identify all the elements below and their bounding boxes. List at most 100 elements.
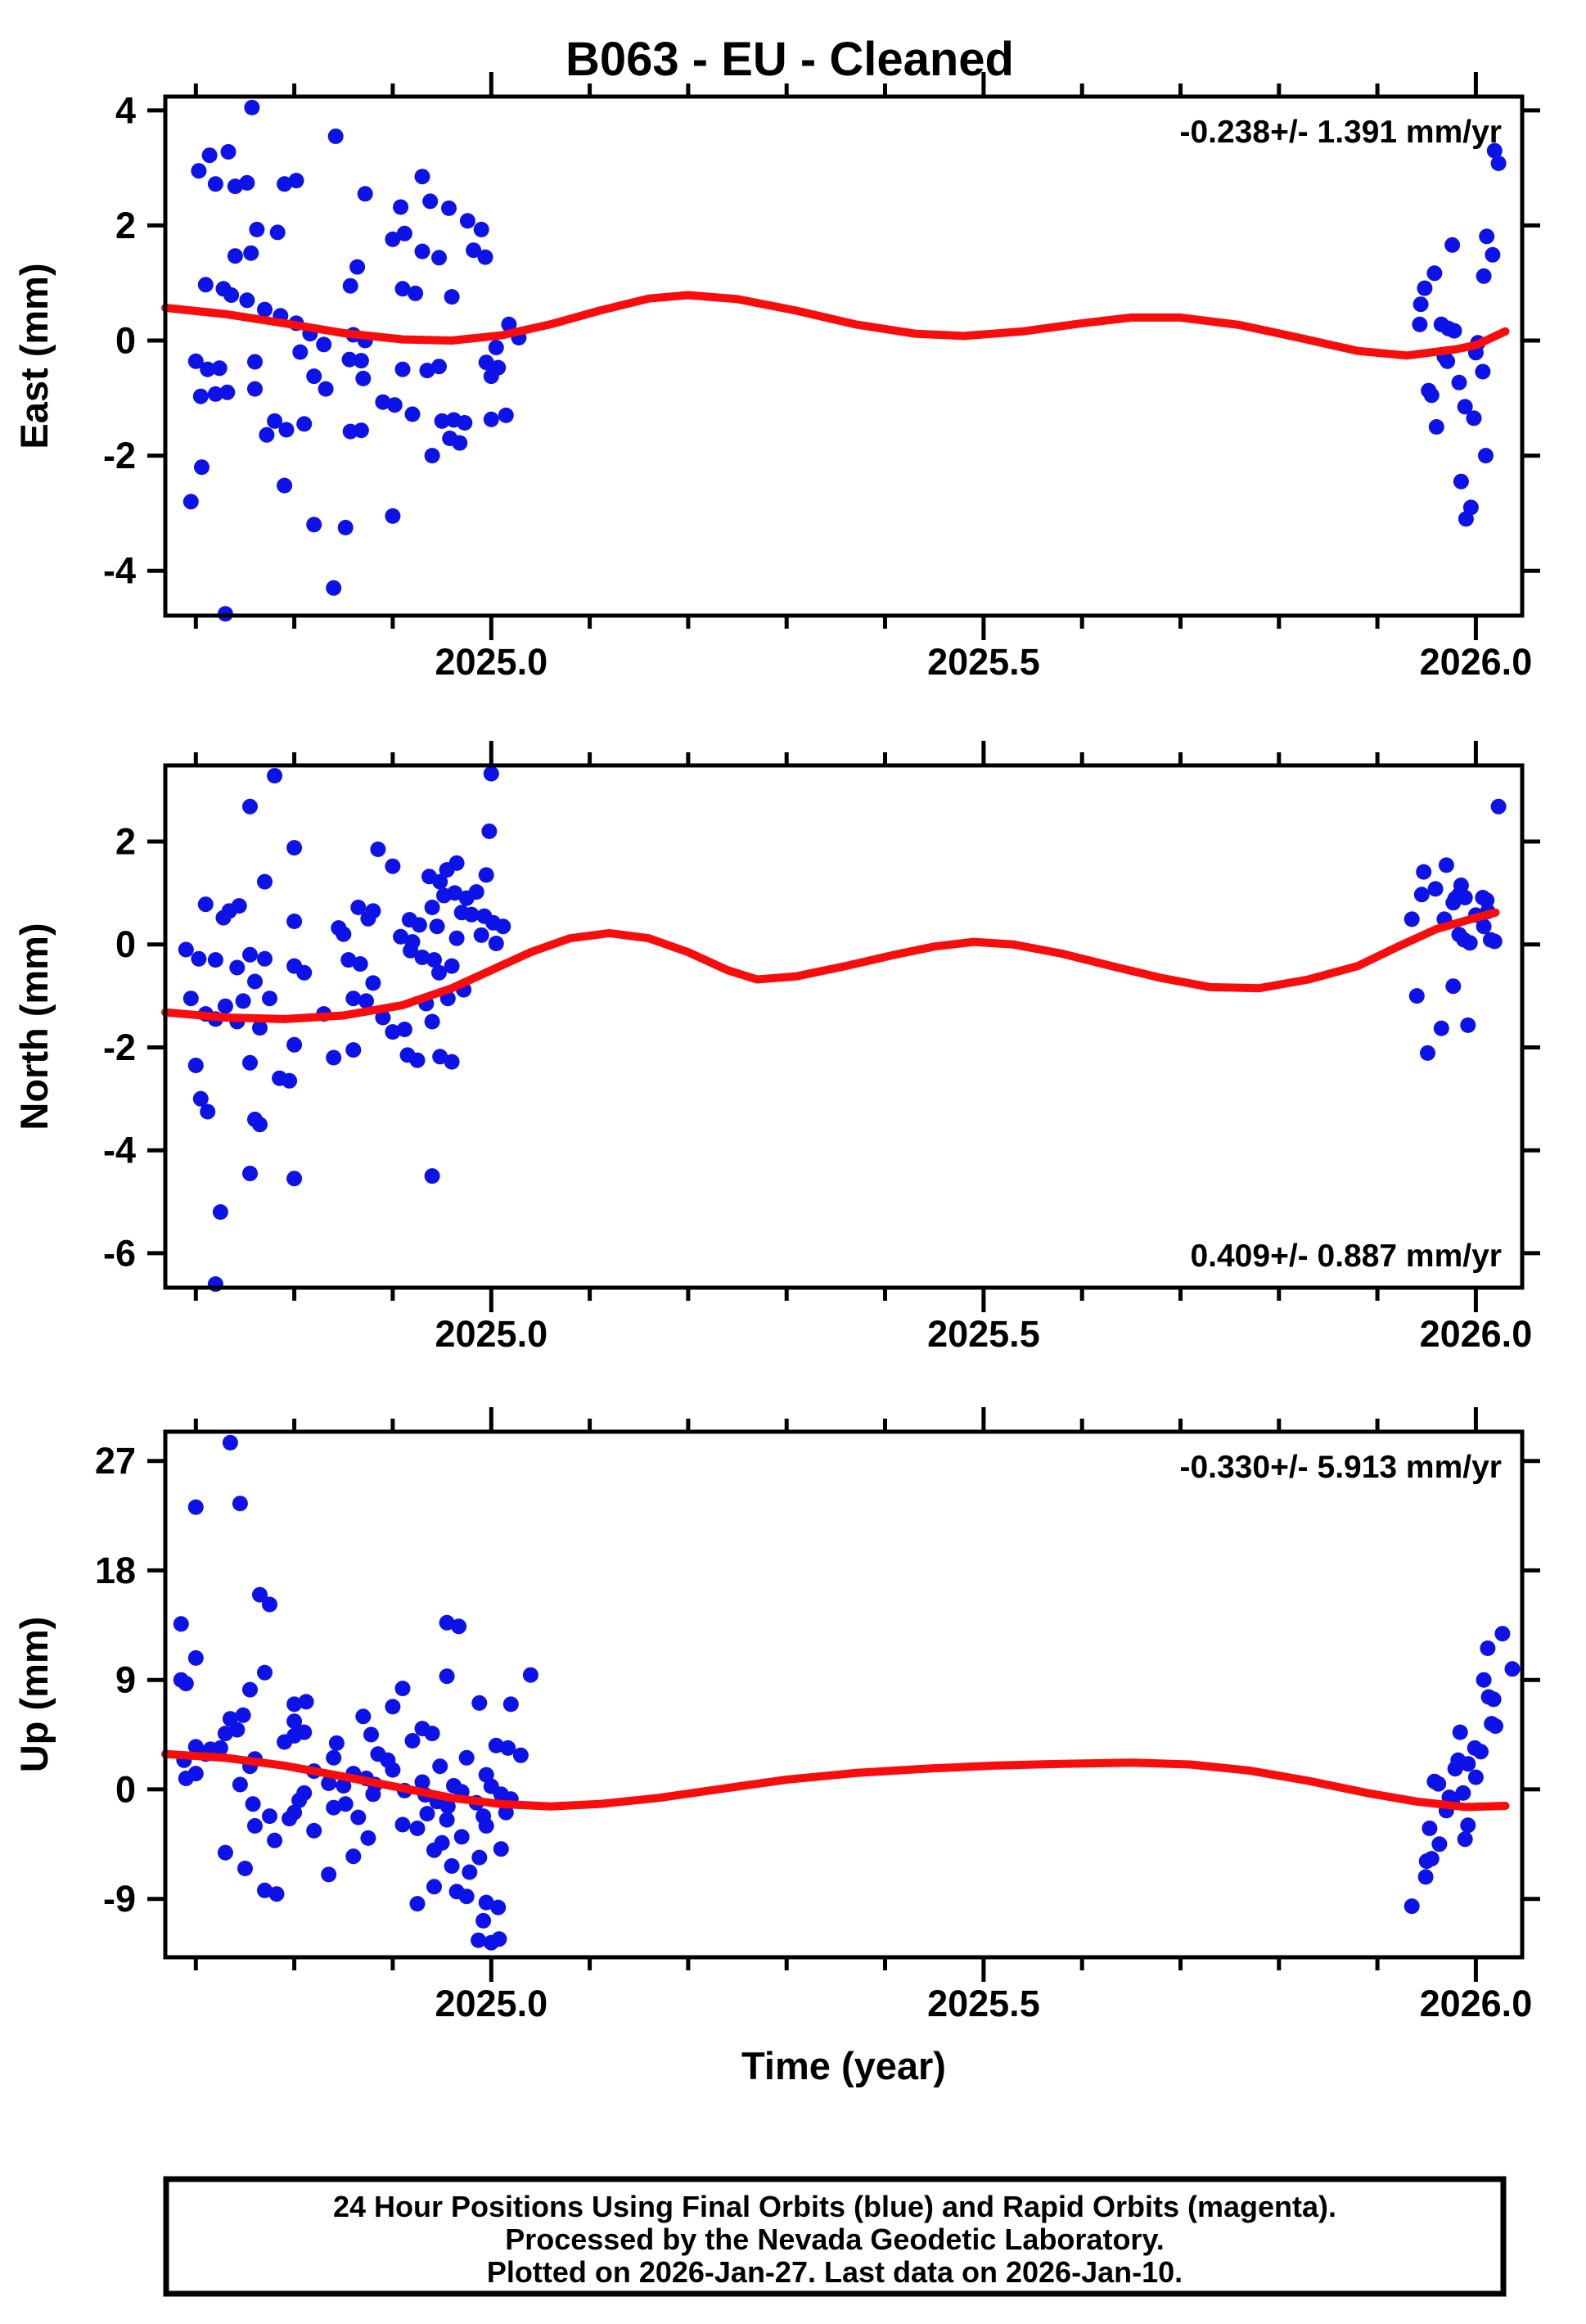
data-point-north [483, 765, 499, 782]
y-tick-label: 2 [115, 205, 136, 246]
data-point-up [355, 1708, 372, 1725]
y-tick-label: 2 [115, 821, 136, 863]
y-axis-title-east: East (mm) [12, 263, 56, 449]
data-point-north [447, 885, 463, 901]
panel-frame-up [163, 1429, 1525, 1960]
x-axis-title: Time (year) [741, 2044, 946, 2087]
y-tick-label: -2 [103, 1027, 136, 1068]
data-point-north [409, 1052, 426, 1068]
data-point-up [1460, 1756, 1476, 1772]
data-point-north [481, 824, 498, 839]
data-point-north [414, 950, 430, 965]
data-point-up [1422, 1821, 1438, 1836]
data-point-up [498, 1804, 514, 1821]
trend-curve-up [161, 1749, 1510, 1812]
data-point-up [291, 1792, 308, 1808]
data-point-north [448, 930, 465, 946]
data-point-up [337, 1796, 354, 1812]
data-point-up [178, 1771, 194, 1786]
data-point-north [1462, 935, 1478, 951]
data-point-up [1488, 1718, 1503, 1735]
data-point-up [439, 1614, 455, 1631]
data-point-north [360, 910, 376, 927]
data-point-north [282, 1072, 298, 1089]
data-point-north [358, 993, 374, 1009]
data-point-up [217, 1844, 233, 1861]
data-point-up [522, 1667, 538, 1683]
data-point-north [1486, 933, 1503, 950]
data-point-east [1423, 387, 1440, 404]
data-point-up [458, 1889, 475, 1905]
data-point-up [451, 1618, 467, 1635]
data-point-north [252, 1020, 268, 1036]
data-point-north [432, 873, 448, 890]
data-point-east [306, 517, 322, 533]
data-point-up [458, 1749, 475, 1766]
data-point-east [393, 199, 409, 215]
data-point-east [200, 361, 216, 377]
data-point-east [278, 422, 295, 438]
data-point-east [207, 176, 223, 192]
data-point-north [1408, 988, 1425, 1004]
data-point-up [245, 1796, 261, 1812]
data-point-up [286, 1713, 303, 1730]
data-point-up [237, 1861, 253, 1876]
data-point-east [349, 259, 366, 275]
data-point-east [1478, 448, 1494, 464]
data-point-up [262, 1808, 277, 1825]
data-point-east [1490, 156, 1507, 171]
data-point-up [326, 1799, 342, 1816]
data-point-east [318, 381, 334, 397]
data-point-east [201, 147, 218, 164]
data-point-north [444, 1054, 460, 1070]
data-point-north [1413, 887, 1430, 903]
data-point-north [286, 840, 303, 856]
data-point-north [257, 873, 273, 890]
data-point-up [1423, 1851, 1440, 1867]
figure-title: B063 - EU - Cleaned [565, 33, 1014, 86]
data-point-up [1457, 1831, 1473, 1848]
data-point-up [419, 1806, 435, 1822]
data-point-east [249, 221, 265, 237]
data-point-north [468, 884, 484, 900]
data-point-east [353, 422, 369, 439]
data-point-up [350, 1809, 367, 1825]
data-point-north [182, 991, 199, 1007]
y-tick-label: -9 [103, 1878, 136, 1920]
data-point-east [385, 231, 401, 247]
data-point-east [194, 459, 210, 476]
data-point-north [1433, 1020, 1449, 1036]
data-point-north [365, 975, 381, 991]
panel-north: 2025.0 2025.5 2026.0 2 0 -2 -4 -6 0.409+/- 0.887… [12, 741, 1540, 1355]
y-tick-label: -2 [103, 435, 136, 476]
data-point-up [306, 1822, 322, 1839]
data-point-up [1473, 1744, 1489, 1760]
data-point-east [306, 368, 322, 385]
data-point-east [197, 277, 214, 293]
data-point-east [477, 249, 493, 265]
x-tick-label: 2025.0 [435, 1313, 547, 1355]
data-point-up [1480, 1640, 1496, 1656]
data-point-east [1446, 323, 1462, 339]
y-axis-title-north: North (mm) [12, 923, 56, 1130]
data-point-north [424, 1168, 440, 1185]
data-point-east [277, 176, 293, 192]
data-point-north [200, 1103, 216, 1120]
data-point-up [345, 1848, 362, 1865]
data-point-north [1420, 1045, 1435, 1061]
data-point-east [182, 494, 199, 510]
data-point-east [414, 243, 430, 259]
data-point-east [1428, 419, 1444, 435]
data-point-east [211, 360, 228, 377]
data-point-north [187, 1058, 204, 1073]
data-point-east [247, 354, 263, 370]
data-point-east [483, 411, 499, 427]
data-point-north [1445, 978, 1462, 995]
data-point-east [1453, 473, 1469, 490]
data-point-up [232, 1776, 248, 1793]
data-point-east [292, 344, 309, 360]
data-point-up [500, 1740, 516, 1756]
data-point-north [326, 1049, 342, 1066]
x-tick-label: 2025.0 [435, 1983, 547, 2024]
